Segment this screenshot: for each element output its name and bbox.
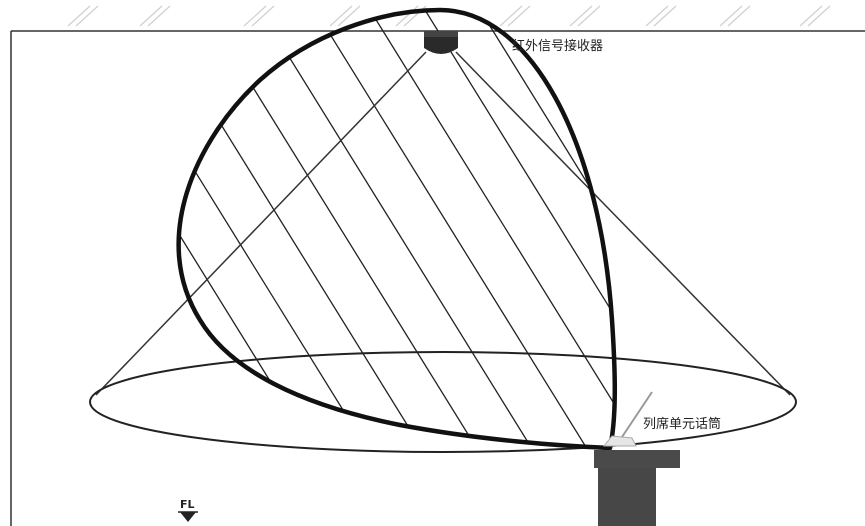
reception-lobe: [176, 7, 618, 451]
receiver-label: 红外信号接收器: [512, 38, 603, 54]
floor-marker-label: FL: [180, 498, 195, 511]
desk-icon: [594, 450, 680, 526]
ceiling-hatch: [67, 5, 831, 27]
coverage-cone: [95, 51, 791, 396]
receiver-icon: [424, 31, 458, 54]
lobe-hatching: [178, 10, 615, 448]
floor-marker-icon: [178, 511, 198, 522]
mic-unit-label: 列席单元话筒: [643, 416, 721, 432]
microphone-icon: [602, 391, 653, 447]
coverage-ellipse: [89, 351, 797, 453]
